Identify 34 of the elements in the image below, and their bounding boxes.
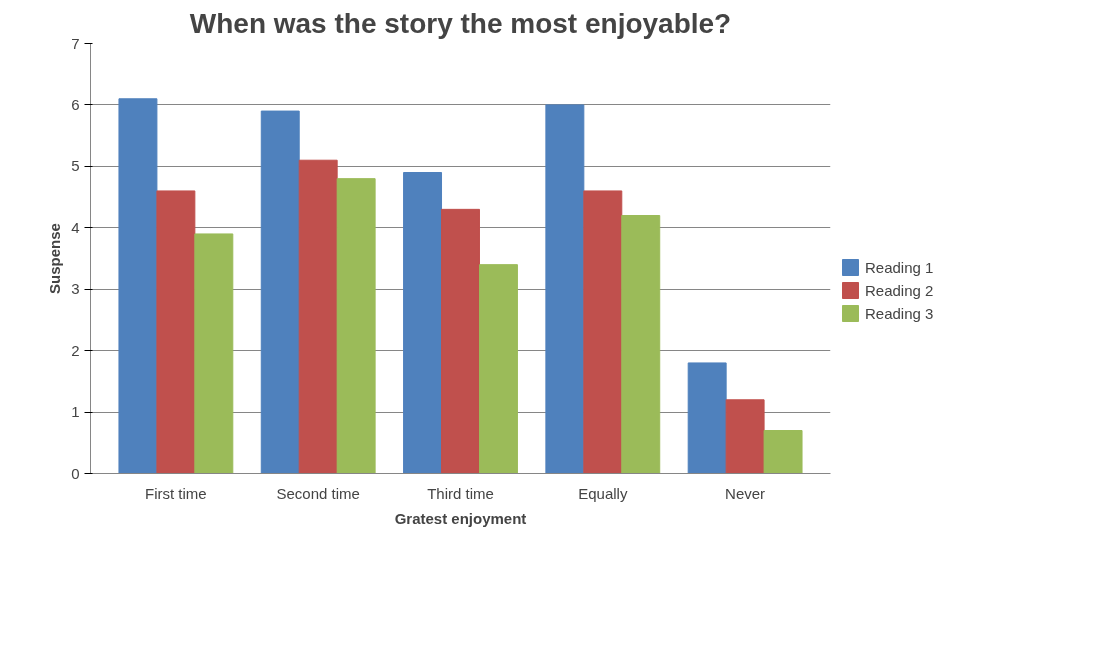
y-tick-label: 4 <box>71 218 80 236</box>
x-tick-label: First time <box>145 484 207 502</box>
x-tick-label: Equally <box>578 484 628 502</box>
bar <box>725 399 765 474</box>
bar <box>118 98 158 474</box>
y-tick-label: 6 <box>71 95 80 113</box>
y-tick-label: 7 <box>71 34 80 52</box>
legend-label: Reading 1 <box>865 258 934 276</box>
bar <box>260 110 300 474</box>
y-tick-label: 1 <box>71 403 80 421</box>
bar <box>156 190 196 474</box>
bar <box>403 172 443 474</box>
y-axis-title: Suspense <box>46 223 64 294</box>
legend-label: Reading 3 <box>865 304 934 322</box>
y-tick-label: 2 <box>71 341 80 359</box>
y-tick-label: 0 <box>71 464 80 482</box>
bar <box>545 104 585 474</box>
y-tick-label: 5 <box>71 157 80 175</box>
bar <box>194 233 234 474</box>
x-tick-label: Second time <box>276 484 360 502</box>
x-tick-label: Never <box>725 484 766 502</box>
bar <box>687 362 727 474</box>
bar <box>763 430 803 474</box>
y-tick-label: 3 <box>71 280 80 298</box>
bar <box>478 264 518 474</box>
legend-label: Reading 2 <box>865 281 934 299</box>
bar <box>336 178 376 474</box>
x-tick-label: Third time <box>427 484 494 502</box>
x-axis-title: Gratest enjoyment <box>394 509 527 527</box>
bar <box>298 159 338 474</box>
bar <box>583 190 623 474</box>
bar <box>441 208 480 474</box>
chart-title: When was the story the most enjoyable? <box>189 7 732 39</box>
bar <box>621 215 661 474</box>
